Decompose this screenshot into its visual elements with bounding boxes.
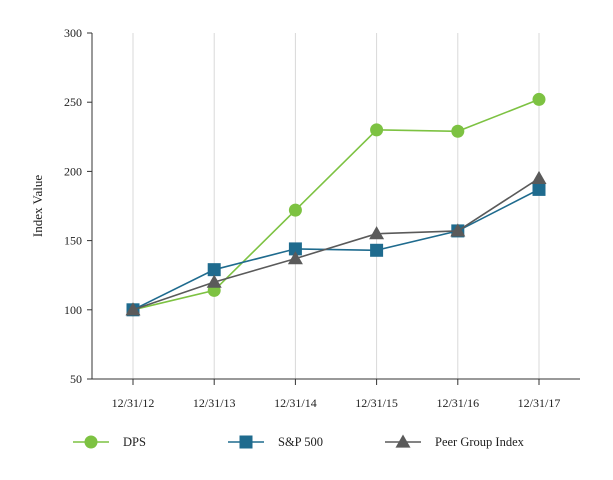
x-tick-label: 12/31/16 <box>436 396 479 410</box>
series-peer-group-index <box>125 170 547 316</box>
data-point-dps <box>451 124 465 138</box>
legend-label: S&P 500 <box>278 435 323 449</box>
legend-item-s-p-500: S&P 500 <box>228 435 323 449</box>
legend-marker <box>239 435 253 449</box>
data-point-peer-group-index <box>531 170 547 184</box>
data-point-s-p-500 <box>207 263 221 277</box>
series-line-dps <box>132 98 540 311</box>
x-tick-label: 12/31/12 <box>112 396 155 410</box>
y-tick-label: 50 <box>70 372 82 386</box>
legend-label: DPS <box>123 435 146 449</box>
series-line-s-p-500 <box>132 188 540 311</box>
y-tick-label: 150 <box>64 234 82 248</box>
data-point-s-p-500 <box>370 243 384 257</box>
data-point-peer-group-index <box>206 274 222 288</box>
data-point-peer-group-index <box>450 223 466 237</box>
legend-item-dps: DPS <box>73 435 146 449</box>
x-tick-label: 12/31/15 <box>355 396 398 410</box>
data-point-peer-group-index <box>369 226 385 240</box>
legend-item-peer-group-index: Peer Group Index <box>385 434 525 449</box>
y-axis-label: Index Value <box>30 175 45 237</box>
x-tick-label: 12/31/14 <box>274 396 317 410</box>
x-tick-label: 12/31/17 <box>518 396 561 410</box>
data-point-s-p-500 <box>288 242 302 256</box>
y-tick-label: 250 <box>64 95 82 109</box>
y-tick-label: 300 <box>64 26 82 40</box>
legend-marker <box>395 434 411 448</box>
series-group <box>125 92 547 317</box>
data-point-dps <box>288 203 302 217</box>
y-tick-label: 100 <box>64 303 82 317</box>
data-point-peer-group-index <box>287 251 303 265</box>
legend: DPS S&P 500 Peer Group Index <box>73 434 525 449</box>
legend-marker <box>84 435 98 449</box>
data-point-dps <box>532 92 546 106</box>
y-tick-label: 200 <box>64 164 82 178</box>
axes <box>87 32 580 385</box>
series-line-peer-group-index <box>132 177 540 311</box>
grid-lines <box>132 33 540 379</box>
x-tick-label: 12/31/13 <box>193 396 236 410</box>
data-point-peer-group-index <box>125 302 141 316</box>
legend-label: Peer Group Index <box>435 435 525 449</box>
y-tick-labels: 50 100 150 200 250 300 <box>64 26 82 386</box>
x-tick-labels: 12/31/12 12/31/13 12/31/14 12/31/15 12/31/16… <box>112 396 561 410</box>
data-point-dps <box>370 123 384 137</box>
data-point-s-p-500 <box>532 182 546 196</box>
